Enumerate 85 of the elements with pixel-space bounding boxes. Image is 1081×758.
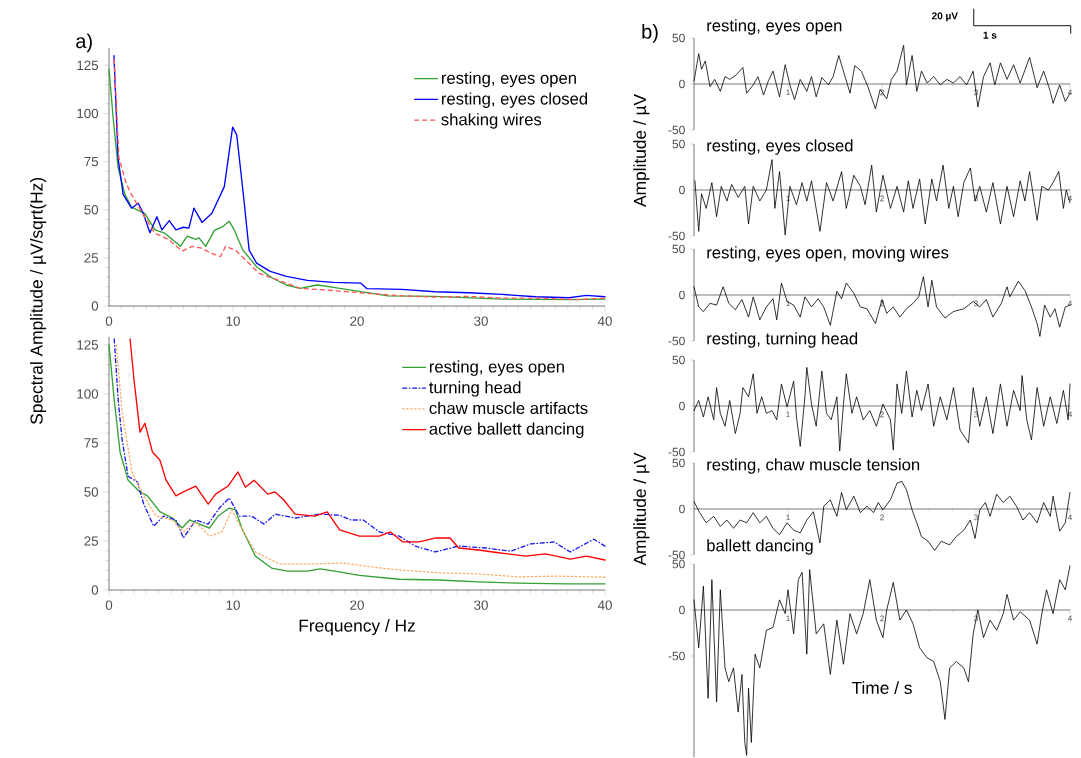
y-tick-label: 125 xyxy=(77,60,99,71)
y-tick-label: 50 xyxy=(672,244,685,254)
x-tick-label: 10 xyxy=(226,600,240,610)
x-tick-label: 4 xyxy=(1067,300,1072,307)
x-tick-label: 3 xyxy=(974,89,978,96)
x-tick-label: 3 xyxy=(974,514,978,521)
x-tick-label: 1 xyxy=(786,514,790,521)
y-tick-label: 50 xyxy=(672,33,685,43)
x-tick-label: 4 xyxy=(1067,195,1072,202)
x-tick-label: 30 xyxy=(474,600,488,610)
x-axis-title: Frequency / Hz xyxy=(299,618,415,636)
annotation: 1 s xyxy=(983,31,997,39)
line-series xyxy=(693,565,1071,756)
y-tick-label: 0 xyxy=(679,401,685,411)
chart-title: resting, eyes closed xyxy=(707,139,853,155)
y-tick-label: 0 xyxy=(679,504,685,514)
chart-title: resting, eyes open, moving wires xyxy=(707,246,949,262)
x-tick-label: 40 xyxy=(597,600,612,610)
legend-label: resting, eyes closed xyxy=(441,92,588,108)
text: b) xyxy=(642,24,658,43)
x-tick-label: 1 xyxy=(786,300,790,307)
y-tick-label: 50 xyxy=(672,355,685,365)
x-tick-label: 1 xyxy=(786,89,790,96)
x-tick-label: 2 xyxy=(880,300,884,307)
x-tick-label: 20 xyxy=(350,600,364,610)
y-tick-label: 50 xyxy=(672,139,685,149)
y-axis-title: Amplitude / µV xyxy=(633,94,650,207)
x-tick-label: 2 xyxy=(880,195,884,202)
x-tick-label: 4 xyxy=(1067,89,1072,96)
x-tick-label: 3 xyxy=(974,411,978,418)
x-tick-label: 3 xyxy=(974,615,978,622)
x-tick-label: 30 xyxy=(474,316,488,326)
chart-title: resting, eyes open xyxy=(707,19,842,35)
text: a) xyxy=(76,33,92,53)
y-axis-title: Amplitude / µV xyxy=(633,452,650,566)
x-tick-label: 1 xyxy=(786,195,790,202)
y-tick-label: 25 xyxy=(84,253,99,263)
y-axis-title: Spectral Amplitude / µV/sqrt(Hz) xyxy=(29,177,47,424)
x-tick-label: 0 xyxy=(105,316,113,326)
x-tick-label: 2 xyxy=(880,89,884,96)
y-tick-label: 125 xyxy=(77,340,99,350)
chart-title: ballett dancing xyxy=(707,539,813,555)
x-tick-label: 20 xyxy=(350,316,364,326)
y-tick-label: 0 xyxy=(91,585,99,595)
y-tick-label: 25 xyxy=(84,536,99,546)
x-tick-label: 2 xyxy=(880,615,884,622)
y-tick-label: 100 xyxy=(77,108,99,119)
y-tick-label: 50 xyxy=(84,205,99,215)
y-tick-label: -50 xyxy=(668,550,685,560)
x-tick-label: 1 xyxy=(786,615,790,622)
x-tick-label: 4 xyxy=(1067,615,1072,622)
y-tick-label: 0 xyxy=(679,79,685,89)
legend-label: turning head xyxy=(429,381,521,397)
legend-label: active ballett dancing xyxy=(429,422,584,439)
y-tick-label: 50 xyxy=(672,458,685,468)
legend-label: resting, eyes open xyxy=(429,360,564,376)
y-tick-label: 50 xyxy=(84,487,99,497)
x-tick-label: 4 xyxy=(1067,514,1072,521)
y-tick-label: -50 xyxy=(668,125,685,135)
x-tick-label: 40 xyxy=(597,316,612,326)
legend-label: resting, eyes open xyxy=(441,71,576,88)
legend-label: chaw muscle artifacts xyxy=(429,401,588,415)
x-tick-label: 4 xyxy=(1067,411,1072,418)
y-tick-label: -50 xyxy=(668,231,685,241)
y-tick-label: 0 xyxy=(679,185,685,195)
x-tick-label: 2 xyxy=(880,514,884,521)
x-tick-label: 10 xyxy=(226,316,240,326)
y-tick-label: 0 xyxy=(679,290,685,300)
y-tick-label: 100 xyxy=(77,389,99,399)
x-tick-label: 0 xyxy=(105,600,113,610)
y-tick-label: -50 xyxy=(668,447,685,457)
x-tick-label: 1 xyxy=(786,411,790,418)
text: 20 µV xyxy=(931,12,958,22)
chart-title: resting, turning head xyxy=(707,332,858,348)
y-tick-label: 75 xyxy=(84,156,99,167)
x-tick-label: 3 xyxy=(974,300,978,307)
x-tick-label: 2 xyxy=(880,411,884,418)
y-tick-label: -50 xyxy=(668,336,685,346)
y-tick-label: 50 xyxy=(672,559,685,569)
x-tick-label: 3 xyxy=(974,195,978,202)
legend-label: shaking wires xyxy=(441,113,542,129)
chart-title: resting, chaw muscle tension xyxy=(707,458,920,474)
y-tick-label: -50 xyxy=(668,651,685,661)
x-axis-title: Time / s xyxy=(851,681,912,695)
y-tick-label: 75 xyxy=(84,438,99,448)
